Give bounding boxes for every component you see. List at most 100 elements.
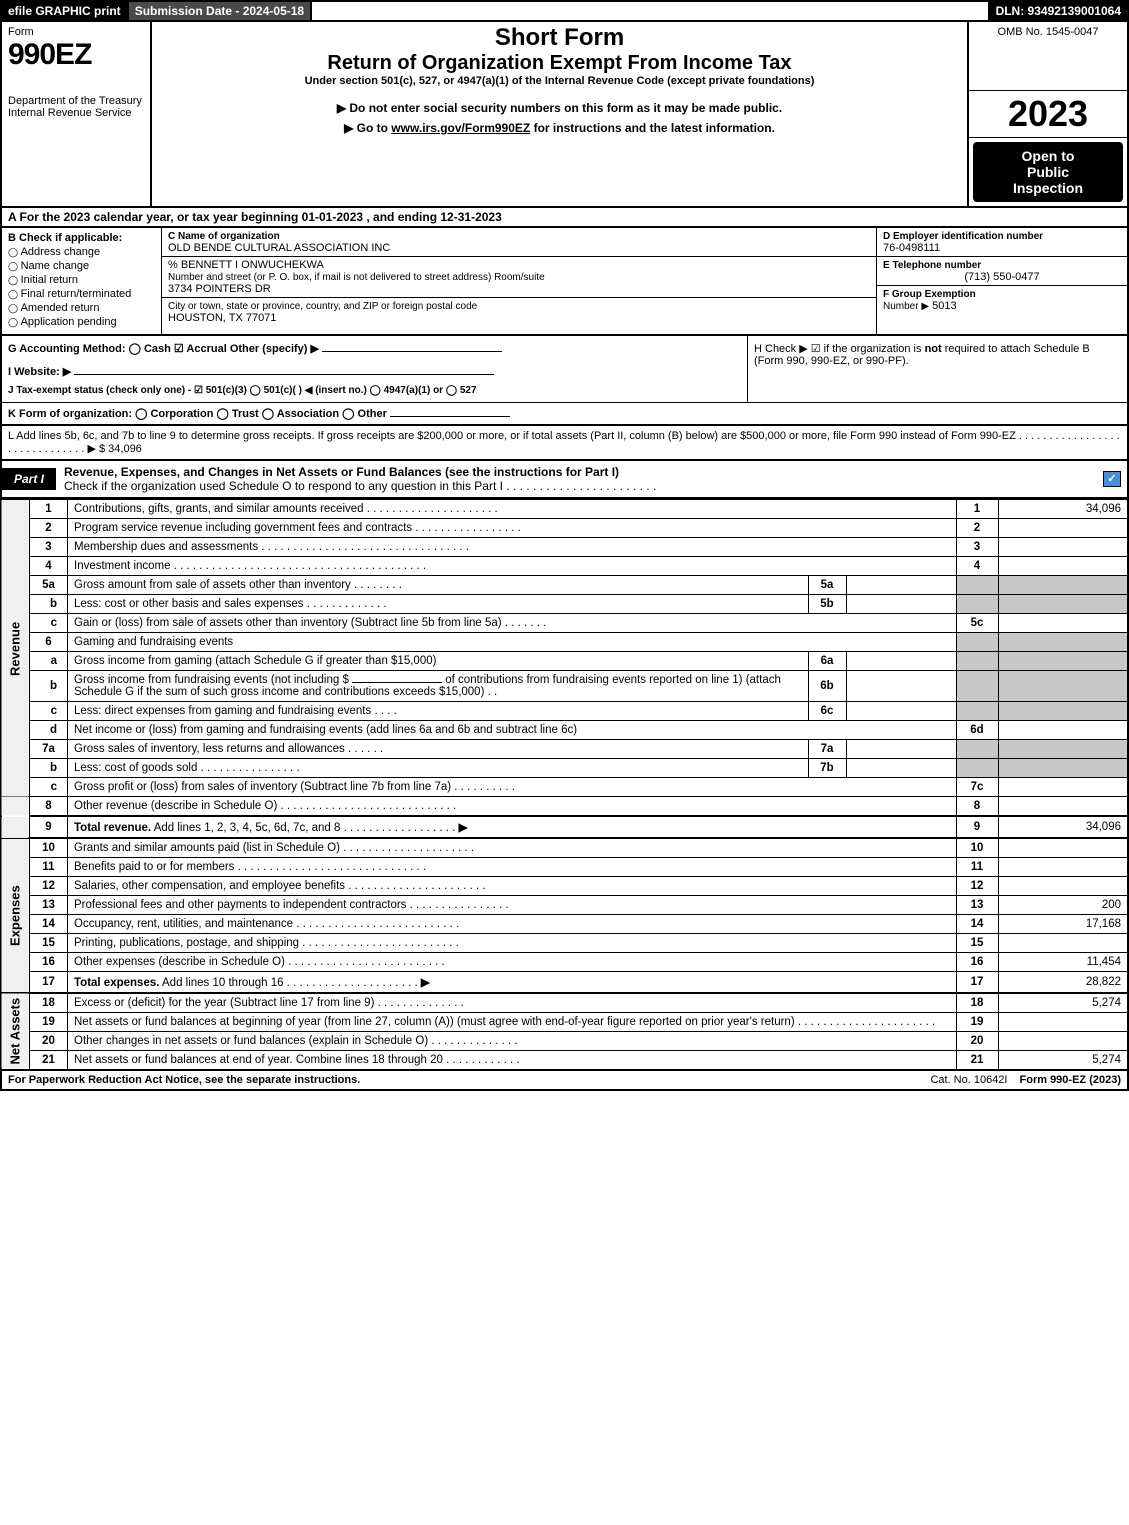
line-7a-val[interactable]	[846, 740, 956, 759]
instr-goto: ▶ Go to www.irs.gov/Form990EZ for instru…	[158, 121, 961, 135]
line-7c-no: c	[30, 778, 68, 797]
side-revenue: Revenue	[1, 500, 30, 797]
h-text1: H Check ▶ ☑ if the organization is	[754, 343, 925, 355]
side-netassets: Net Assets	[1, 993, 30, 1070]
chk-final-return[interactable]: Final return/terminated	[8, 288, 155, 300]
chk-address-change[interactable]: Address change	[8, 246, 155, 258]
line-6b-amtshade	[998, 671, 1128, 702]
line-7a-sub: 7a	[808, 740, 846, 759]
f-label2: Number ▶	[883, 301, 929, 312]
line-6c-val[interactable]	[846, 702, 956, 721]
line-6a-desc: Gross income from gaming (attach Schedul…	[74, 655, 436, 667]
line-12-num: 12	[956, 877, 998, 896]
line-7c-desc: Gross profit or (loss) from sales of inv…	[74, 781, 451, 793]
side-blank-1	[1, 797, 30, 817]
line-5b-no: b	[30, 595, 68, 614]
line-6c-desc: Less: direct expenses from gaming and fu…	[74, 705, 371, 717]
line-12-desc: Salaries, other compensation, and employ…	[74, 880, 345, 892]
k-form-org: K Form of organization: ◯ Corporation ◯ …	[8, 408, 387, 420]
line-9-no: 9	[30, 816, 68, 838]
line-6c-sub: 6c	[808, 702, 846, 721]
line-7b-amtshade	[998, 759, 1128, 778]
line-5a-amtshade	[998, 576, 1128, 595]
line-3-num: 3	[956, 538, 998, 557]
line-6a-val[interactable]	[846, 652, 956, 671]
chk-application-pending[interactable]: Application pending	[8, 316, 155, 328]
line-5b-numshade	[956, 595, 998, 614]
line-6b-no: b	[30, 671, 68, 702]
col-c: C Name of organization OLD BENDE CULTURA…	[162, 228, 877, 334]
line-10-desc: Grants and similar amounts paid (list in…	[74, 842, 340, 854]
chk-initial-return[interactable]: Initial return	[8, 274, 155, 286]
line-18-num: 18	[956, 993, 998, 1013]
open-line3: Inspection	[979, 180, 1117, 196]
phone: (713) 550-0477	[883, 271, 1121, 283]
line-21-desc: Net assets or fund balances at end of ye…	[74, 1054, 443, 1066]
line-6d-num: 6d	[956, 721, 998, 740]
instr-no-ssn: ▶ Do not enter social security numbers o…	[158, 101, 961, 115]
line-5a-val[interactable]	[846, 576, 956, 595]
line-8-num: 8	[956, 797, 998, 817]
c-label: C Name of organization	[168, 231, 280, 242]
line-8-desc: Other revenue (describe in Schedule O)	[74, 800, 277, 812]
h-text3: (Form 990, 990-EZ, or 990-PF).	[754, 355, 909, 367]
line-8-amt	[998, 797, 1128, 817]
line-7a-desc: Gross sales of inventory, less returns a…	[74, 743, 345, 755]
line-19-num: 19	[956, 1013, 998, 1032]
chk-name-change[interactable]: Name change	[8, 260, 155, 272]
line-11-amt	[998, 858, 1128, 877]
line-18-no: 18	[30, 993, 68, 1013]
line-21-amt: 5,274	[998, 1051, 1128, 1070]
line-1-desc: Contributions, gifts, grants, and simila…	[74, 503, 364, 515]
line-7b-numshade	[956, 759, 998, 778]
line-20-num: 20	[956, 1032, 998, 1051]
line-6-desc: Gaming and fundraising events	[74, 636, 233, 648]
footer-formno: Form 990-EZ (2023)	[1014, 1071, 1128, 1089]
line-19-desc: Net assets or fund balances at beginning…	[74, 1016, 795, 1028]
line-14-desc: Occupancy, rent, utilities, and maintena…	[74, 918, 293, 930]
line-19-no: 19	[30, 1013, 68, 1032]
line-6a-numshade	[956, 652, 998, 671]
line-16-amt: 11,454	[998, 953, 1128, 972]
line-5c-amt	[998, 614, 1128, 633]
line-5c-no: c	[30, 614, 68, 633]
line-k: K Form of organization: ◯ Corporation ◯ …	[0, 403, 1129, 426]
line-7b-val[interactable]	[846, 759, 956, 778]
line-18-desc: Excess or (deficit) for the year (Subtra…	[74, 997, 374, 1009]
line-4-amt	[998, 557, 1128, 576]
line-8-no: 8	[30, 797, 68, 817]
line-14-no: 14	[30, 915, 68, 934]
line-20-no: 20	[30, 1032, 68, 1051]
chk-amended-return[interactable]: Amended return	[8, 302, 155, 314]
section-a: A For the 2023 calendar year, or tax yea…	[0, 208, 1129, 228]
efile-label[interactable]: efile GRAPHIC print	[2, 2, 129, 20]
line-5b-val[interactable]	[846, 595, 956, 614]
irs-link[interactable]: www.irs.gov/Form990EZ	[391, 121, 530, 135]
line-16-no: 16	[30, 953, 68, 972]
line-16-desc: Other expenses (describe in Schedule O)	[74, 956, 285, 968]
line-4-no: 4	[30, 557, 68, 576]
line-6-amtshade	[998, 633, 1128, 652]
part-i-schedule-o-check[interactable]: ✓	[1103, 471, 1121, 487]
line-2-no: 2	[30, 519, 68, 538]
submission-date: Submission Date - 2024-05-18	[129, 2, 312, 20]
line-6c-numshade	[956, 702, 998, 721]
line-1-no: 1	[30, 500, 68, 519]
line-5b-amtshade	[998, 595, 1128, 614]
line-6a-sub: 6a	[808, 652, 846, 671]
line-10-amt	[998, 838, 1128, 858]
line-3-no: 3	[30, 538, 68, 557]
line-13-desc: Professional fees and other payments to …	[74, 899, 406, 911]
l-text: L Add lines 5b, 6c, and 7b to line 9 to …	[8, 430, 1120, 455]
line-11-no: 11	[30, 858, 68, 877]
h-text2: required to attach Schedule B	[942, 343, 1090, 355]
line-4-num: 4	[956, 557, 998, 576]
line-6-numshade	[956, 633, 998, 652]
footer-form-suffix: (2023)	[1086, 1074, 1121, 1086]
line-12-amt	[998, 877, 1128, 896]
col-g: G Accounting Method: ◯ Cash ☑ Accrual Ot…	[2, 336, 747, 402]
line-6b-val[interactable]	[846, 671, 956, 702]
page-footer: For Paperwork Reduction Act Notice, see …	[0, 1070, 1129, 1091]
h-not: not	[925, 343, 942, 355]
line-2-desc: Program service revenue including govern…	[74, 522, 412, 534]
